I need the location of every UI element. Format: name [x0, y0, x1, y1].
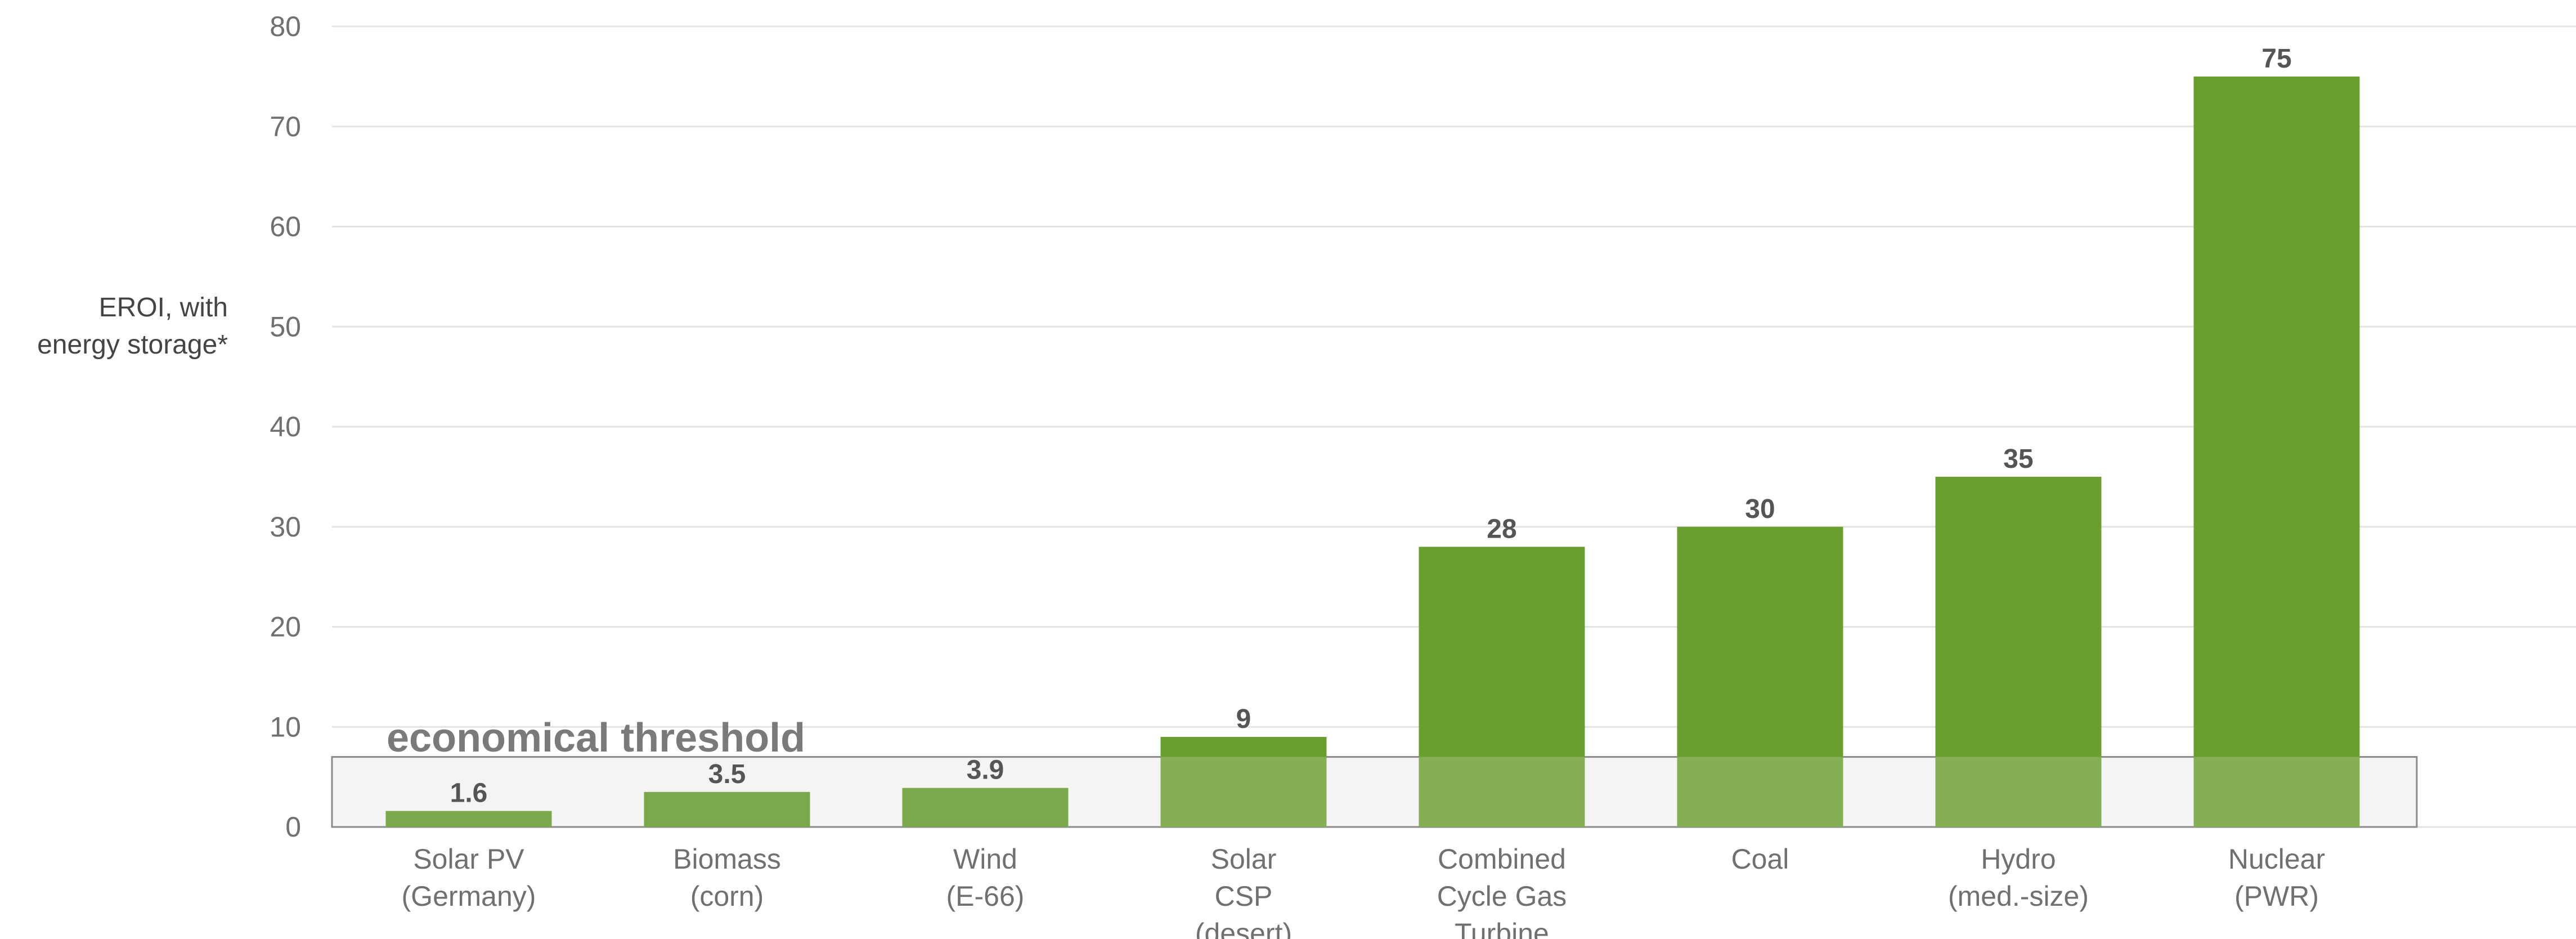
category-label: Biomass (corn): [673, 843, 781, 912]
category-label-line: (med.-size): [1948, 880, 2089, 912]
category-label-line: Combined: [1438, 843, 1566, 875]
y-axis-label: EROI, with energy storage*: [37, 293, 228, 360]
category-label-line: Cycle Gas: [1437, 880, 1567, 912]
threshold-overlay: [1160, 757, 2360, 827]
y-tick-label: 60: [270, 211, 301, 243]
bar: [902, 788, 1069, 827]
bar: [1160, 737, 1327, 827]
bar: [1935, 476, 2102, 827]
gridlines: [332, 25, 2576, 828]
bar-threshold-overlay: [1160, 757, 1327, 827]
category-label-line: CSP: [1215, 880, 1273, 912]
value-label: 3.5: [708, 759, 746, 789]
category-label-line: Turbine: [1455, 918, 1549, 939]
bars: [385, 76, 2360, 827]
y-tick-label: 40: [270, 411, 301, 442]
y-axis-label-line: energy storage*: [37, 330, 228, 360]
threshold-label: economical threshold: [387, 716, 805, 761]
category-label-line: Nuclear: [2228, 843, 2325, 875]
category-label: Combined Cycle Gas Turbine: [1437, 843, 1567, 939]
value-label: 28: [1487, 514, 1516, 544]
y-tick-label: 20: [270, 611, 301, 643]
category-label-line: Solar: [1211, 843, 1277, 875]
bar-threshold-overlay: [1677, 757, 1843, 827]
category-label: Nuclear (PWR): [2228, 843, 2325, 912]
category-label-line: (Germany): [402, 880, 536, 912]
category-label-line: (corn): [690, 880, 764, 912]
y-tick-label: 70: [270, 111, 301, 142]
category-label: Wind (E-66): [946, 843, 1025, 912]
category-label: Hydro (med.-size): [1948, 843, 2089, 912]
category-label-line: Hydro: [1981, 843, 2056, 875]
category-label: Solar CSP (desert): [1195, 843, 1292, 939]
y-tick-label: 50: [270, 311, 301, 342]
category-label-line: Wind: [953, 843, 1017, 875]
value-label: 9: [1236, 704, 1251, 734]
bar-threshold-overlay: [1419, 757, 1585, 827]
value-label: 75: [2261, 44, 2291, 74]
category-label-line: (desert): [1195, 918, 1292, 939]
y-axis-ticks: 0 10 20 30 40 50 60 70 80: [270, 11, 301, 843]
bar: [385, 811, 552, 827]
category-label: Coal: [1731, 843, 1789, 875]
category-label: Solar PV (Germany): [402, 843, 536, 912]
category-label-line: Biomass: [673, 843, 781, 875]
category-label-line: Coal: [1731, 843, 1789, 875]
category-label-line: Solar PV: [413, 843, 524, 875]
category-label-line: (PWR): [2234, 880, 2319, 912]
y-tick-label: 80: [270, 11, 301, 42]
bar-threshold-overlay: [2193, 757, 2360, 827]
value-label: 3.9: [967, 755, 1004, 785]
category-labels: Solar PV (Germany) Biomass (corn) Wind (E-66)…: [402, 843, 2326, 939]
value-label: 1.6: [450, 779, 488, 808]
y-tick-label: 10: [270, 711, 301, 743]
value-labels: 1.6 3.5 3.9 9 28 30 35 75: [450, 44, 2292, 808]
bar: [1419, 547, 1585, 827]
y-axis-label-line: EROI, with: [99, 293, 228, 323]
y-tick-label: 30: [270, 511, 301, 543]
value-label: 30: [1745, 494, 1775, 524]
bar: [644, 792, 810, 827]
bar: [1677, 526, 1843, 827]
y-tick-label: 0: [285, 811, 301, 843]
bar: [2193, 76, 2360, 827]
bar-threshold-overlay: [1935, 757, 2102, 827]
category-label-line: (E-66): [946, 880, 1025, 912]
value-label: 35: [2003, 444, 2033, 474]
